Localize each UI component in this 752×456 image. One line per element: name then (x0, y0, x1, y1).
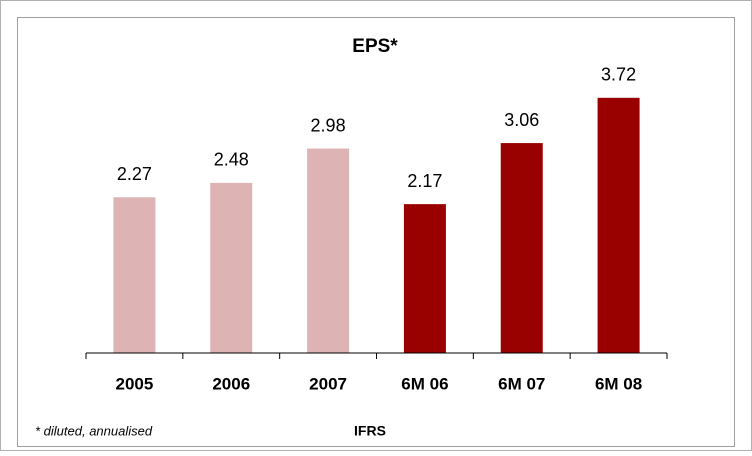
bar (500, 143, 543, 353)
value-label: 2.48 (214, 150, 249, 170)
bar (210, 182, 253, 353)
x-tick-label: 2005 (116, 374, 154, 393)
chart-title: EPS* (352, 36, 398, 57)
value-label: 3.72 (601, 65, 636, 85)
bar (307, 148, 350, 353)
value-label: 3.06 (504, 110, 539, 130)
bar (403, 204, 446, 353)
bar (597, 97, 640, 353)
footnote: * diluted, annualised (35, 423, 153, 438)
x-tick-label: 6M 06 (401, 374, 448, 393)
value-label: 2.98 (311, 115, 346, 135)
x-tick-label: 2007 (309, 374, 347, 393)
note: IFRS (354, 423, 386, 439)
value-label: 2.17 (407, 171, 442, 191)
value-label: 2.27 (117, 164, 152, 184)
bar (113, 197, 156, 353)
x-tick-label: 6M 07 (498, 374, 545, 393)
x-tick-label: 6M 08 (595, 374, 642, 393)
x-tick-label: 2006 (212, 374, 250, 393)
